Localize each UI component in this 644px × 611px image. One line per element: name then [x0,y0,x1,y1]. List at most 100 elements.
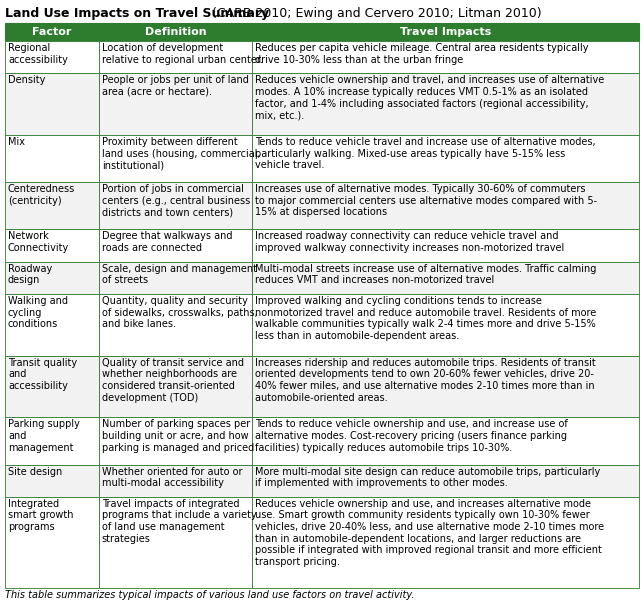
Bar [252,497,639,588]
FancyBboxPatch shape [252,356,638,417]
Bar [5,294,99,356]
Text: Reduces vehicle ownership and travel, and increases use of alternative
modes. A : Reduces vehicle ownership and travel, an… [255,75,605,120]
FancyBboxPatch shape [99,295,252,355]
Text: Tends to reduce vehicle ownership and use, and increase use of
alternative modes: Tends to reduce vehicle ownership and us… [255,420,568,453]
Text: Integrated
smart growth
programs: Integrated smart growth programs [8,499,73,532]
FancyBboxPatch shape [6,183,99,229]
Bar [252,135,639,182]
Bar [5,497,99,588]
Text: Number of parking spaces per
building unit or acre, and how
parking is managed a: Number of parking spaces per building un… [102,420,254,453]
Text: Multi-modal streets increase use of alternative modes. Traffic calming
reduces V: Multi-modal streets increase use of alte… [255,263,596,285]
Text: People or jobs per unit of land
area (acre or hectare).: People or jobs per unit of land area (ac… [102,75,249,97]
FancyBboxPatch shape [252,42,638,73]
FancyBboxPatch shape [99,74,252,134]
FancyBboxPatch shape [99,230,252,261]
Bar [99,464,252,497]
FancyBboxPatch shape [252,295,638,355]
Bar [5,417,99,464]
Text: Roadway
design: Roadway design [8,263,52,285]
Text: Portion of jobs in commercial
centers (e.g., central business
districts and town: Portion of jobs in commercial centers (e… [102,184,250,218]
Bar [5,262,99,294]
Bar [99,73,252,135]
FancyBboxPatch shape [6,74,99,134]
FancyBboxPatch shape [6,230,99,261]
Bar [252,356,639,417]
FancyBboxPatch shape [6,356,99,417]
Text: (CARB 2010; Ewing and Cervero 2010; Litman 2010): (CARB 2010; Ewing and Cervero 2010; Litm… [209,7,542,20]
Bar [252,262,639,294]
Text: Centeredness
(centricity): Centeredness (centricity) [8,184,75,206]
Bar [99,23,252,41]
Text: Location of development
relative to regional urban center.: Location of development relative to regi… [102,43,263,65]
Text: Definition: Definition [145,27,206,37]
Text: Increases use of alternative modes. Typically 30-60% of commuters
to major comme: Increases use of alternative modes. Typi… [255,184,598,218]
FancyBboxPatch shape [252,465,638,496]
FancyBboxPatch shape [99,42,252,73]
Text: Regional
accessibility: Regional accessibility [8,43,68,65]
Bar [252,23,639,41]
FancyBboxPatch shape [252,136,638,181]
FancyBboxPatch shape [99,418,252,464]
Bar [5,464,99,497]
Bar [5,41,99,73]
FancyBboxPatch shape [6,136,99,181]
Bar [252,417,639,464]
Text: Site design: Site design [8,467,62,477]
Text: Land Use Impacts on Travel Summary: Land Use Impacts on Travel Summary [5,7,269,20]
FancyBboxPatch shape [252,497,638,588]
Bar [99,497,252,588]
FancyBboxPatch shape [99,136,252,181]
Bar [252,182,639,229]
Text: Quality of transit service and
whether neighborhoods are
considered transit-orie: Quality of transit service and whether n… [102,357,244,403]
Text: Quantity, quality and security
of sidewalks, crosswalks, paths,
and bike lanes.: Quantity, quality and security of sidewa… [102,296,258,329]
Bar [99,229,252,262]
Text: Increases ridership and reduces automobile trips. Residents of transit
oriented : Increases ridership and reduces automobi… [255,357,596,403]
Bar [99,417,252,464]
Bar [252,73,639,135]
Bar [99,294,252,356]
FancyBboxPatch shape [6,262,99,293]
Bar [252,229,639,262]
Text: Scale, design and management
of streets: Scale, design and management of streets [102,263,257,285]
Text: Reduces per capita vehicle mileage. Central area residents typically
drive 10-30: Reduces per capita vehicle mileage. Cent… [255,43,589,65]
FancyBboxPatch shape [99,262,252,293]
Bar [99,182,252,229]
Bar [99,41,252,73]
FancyBboxPatch shape [6,295,99,355]
FancyBboxPatch shape [252,74,638,134]
Bar [99,356,252,417]
Text: Increased roadway connectivity can reduce vehicle travel and
improved walkway co: Increased roadway connectivity can reduc… [255,231,565,253]
FancyBboxPatch shape [6,42,99,73]
Bar [99,135,252,182]
Bar [5,135,99,182]
FancyBboxPatch shape [6,418,99,464]
FancyBboxPatch shape [99,497,252,588]
Text: This table summarizes typical impacts of various land use factors on travel acti: This table summarizes typical impacts of… [5,590,415,600]
Text: Improved walking and cycling conditions tends to increase
nonmotorized travel an: Improved walking and cycling conditions … [255,296,596,341]
Text: Reduces vehicle ownership and use, and increases alternative mode
use. Smart gro: Reduces vehicle ownership and use, and i… [255,499,604,567]
Text: Travel Impacts: Travel Impacts [400,27,491,37]
Bar [5,73,99,135]
FancyBboxPatch shape [252,262,638,293]
Bar [5,182,99,229]
FancyBboxPatch shape [252,418,638,464]
Text: Parking supply
and
management: Parking supply and management [8,420,80,453]
Text: Mix: Mix [8,137,25,147]
FancyBboxPatch shape [252,230,638,261]
Bar [5,23,99,41]
FancyBboxPatch shape [99,356,252,417]
Bar [99,262,252,294]
Bar [5,229,99,262]
Text: Walking and
cycling
conditions: Walking and cycling conditions [8,296,68,329]
Text: Transit quality
and
accessibility: Transit quality and accessibility [8,357,77,391]
FancyBboxPatch shape [99,465,252,496]
Text: Proximity between different
land uses (housing, commercial,
institutional): Proximity between different land uses (h… [102,137,260,170]
FancyBboxPatch shape [252,183,638,229]
Text: Whether oriented for auto or
multi-modal accessibility: Whether oriented for auto or multi-modal… [102,467,242,488]
Bar [5,356,99,417]
FancyBboxPatch shape [6,465,99,496]
Bar [252,41,639,73]
FancyBboxPatch shape [99,183,252,229]
FancyBboxPatch shape [6,497,99,588]
Text: Density: Density [8,75,45,86]
